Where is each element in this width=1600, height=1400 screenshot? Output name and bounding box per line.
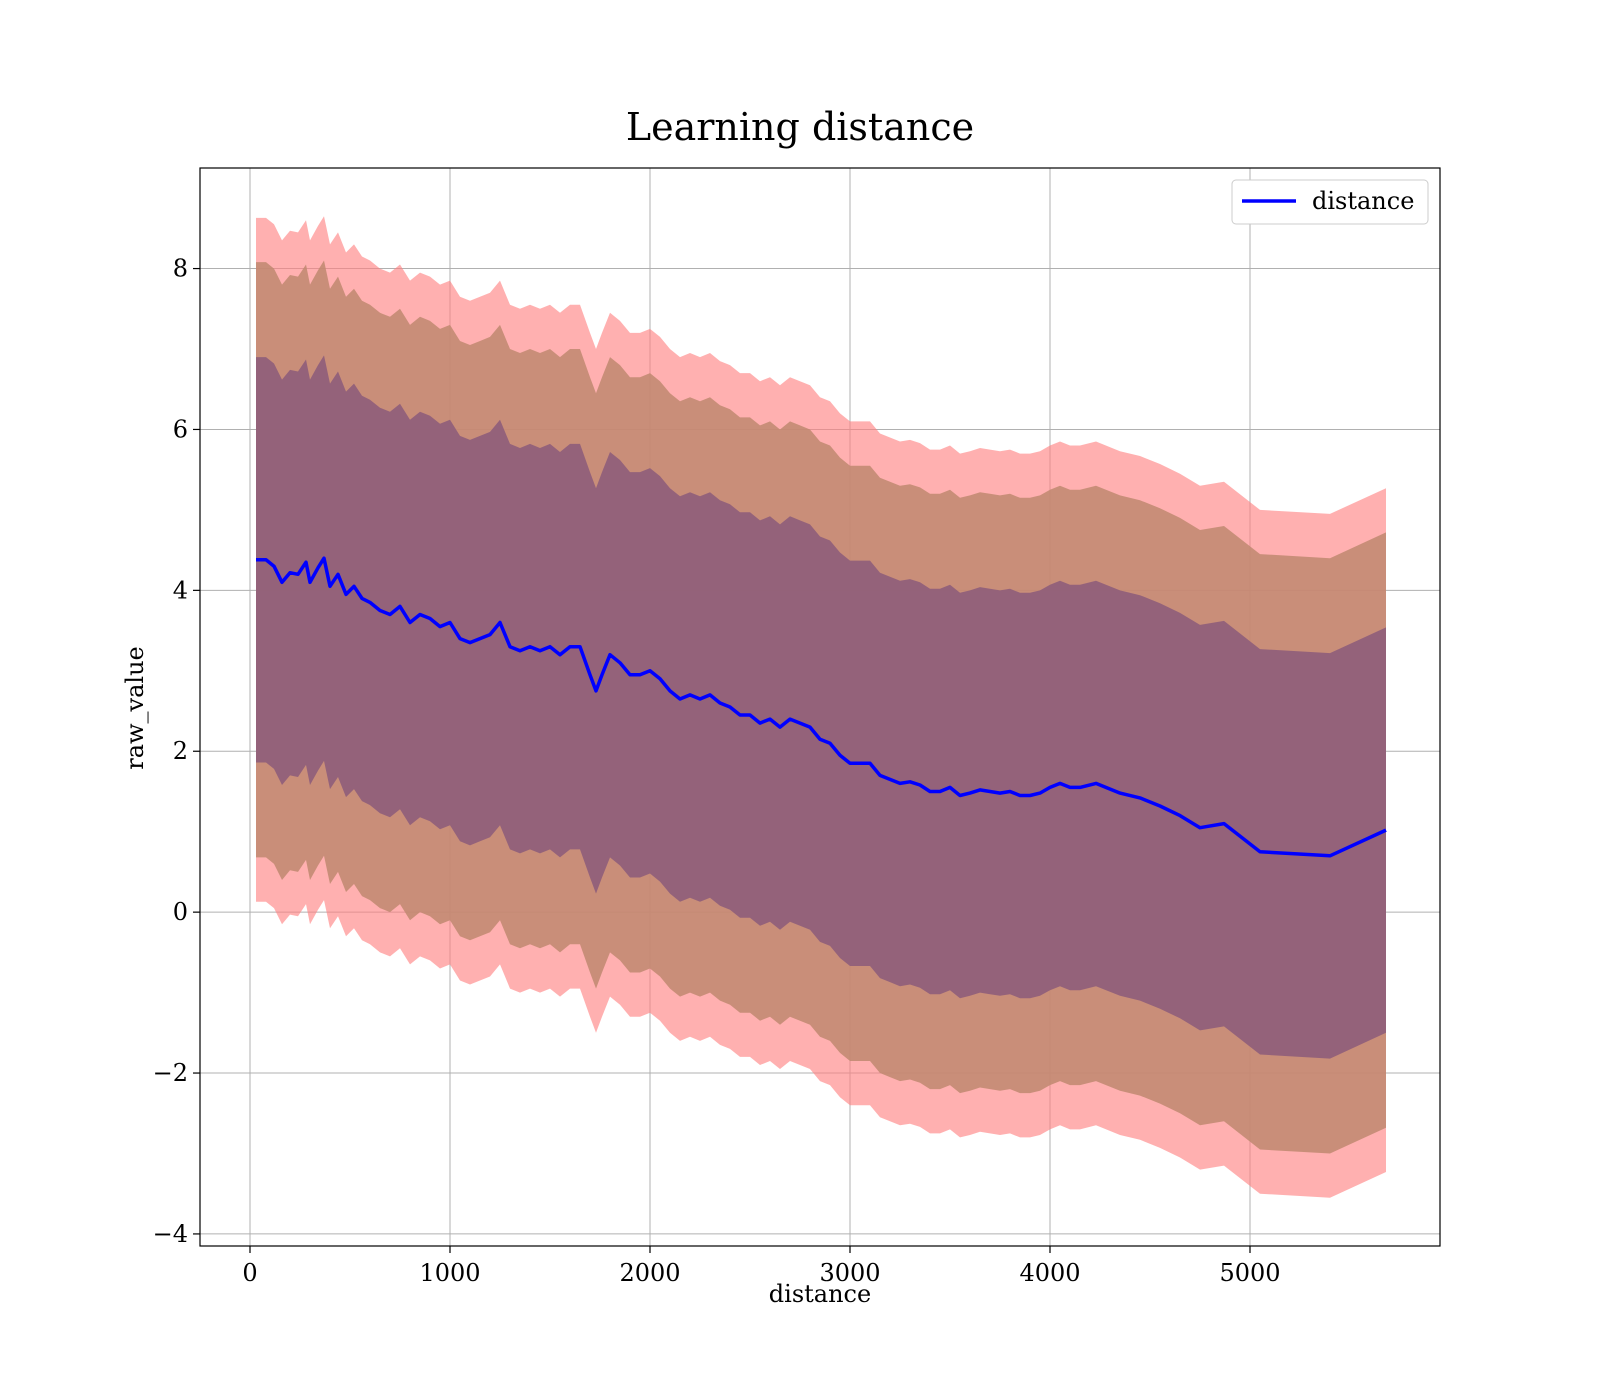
x-tick-label: 4000 bbox=[1019, 1259, 1080, 1287]
y-tick-label: −2 bbox=[153, 1059, 188, 1087]
x-tick-label: 3000 bbox=[819, 1259, 880, 1287]
series-lines bbox=[256, 556, 1387, 858]
chart-title: Learning distance bbox=[626, 105, 974, 149]
plot-frame bbox=[199, 167, 1441, 1247]
y-tick-label: 0 bbox=[173, 898, 188, 926]
y-axis-ticks: −4 −2 0 2 4 6 8 bbox=[153, 255, 200, 1248]
series-line-distance bbox=[256, 556, 1387, 858]
y-tick-label: 6 bbox=[173, 415, 188, 443]
y-axis-label: raw_value bbox=[121, 646, 149, 770]
x-axis-label: distance bbox=[769, 1280, 871, 1308]
y-tick-label: −4 bbox=[153, 1220, 188, 1248]
confidence-bands bbox=[256, 216, 1386, 1198]
legend: distance bbox=[1231, 179, 1429, 225]
y-tick-label: 2 bbox=[173, 737, 188, 765]
y-tick-label: 4 bbox=[173, 576, 188, 604]
x-tick-label: 1000 bbox=[419, 1259, 480, 1287]
x-tick-label: 5000 bbox=[1219, 1259, 1280, 1287]
band-1-sigma bbox=[256, 355, 1386, 1059]
legend-box bbox=[1231, 179, 1429, 225]
y-tick-label: 8 bbox=[173, 255, 188, 283]
x-axis-ticks: 0 1000 2000 3000 4000 5000 bbox=[242, 1246, 1281, 1287]
x-tick-label: 2000 bbox=[619, 1259, 680, 1287]
legend-label-distance: distance bbox=[1312, 187, 1414, 215]
x-tick-label: 0 bbox=[242, 1259, 257, 1287]
